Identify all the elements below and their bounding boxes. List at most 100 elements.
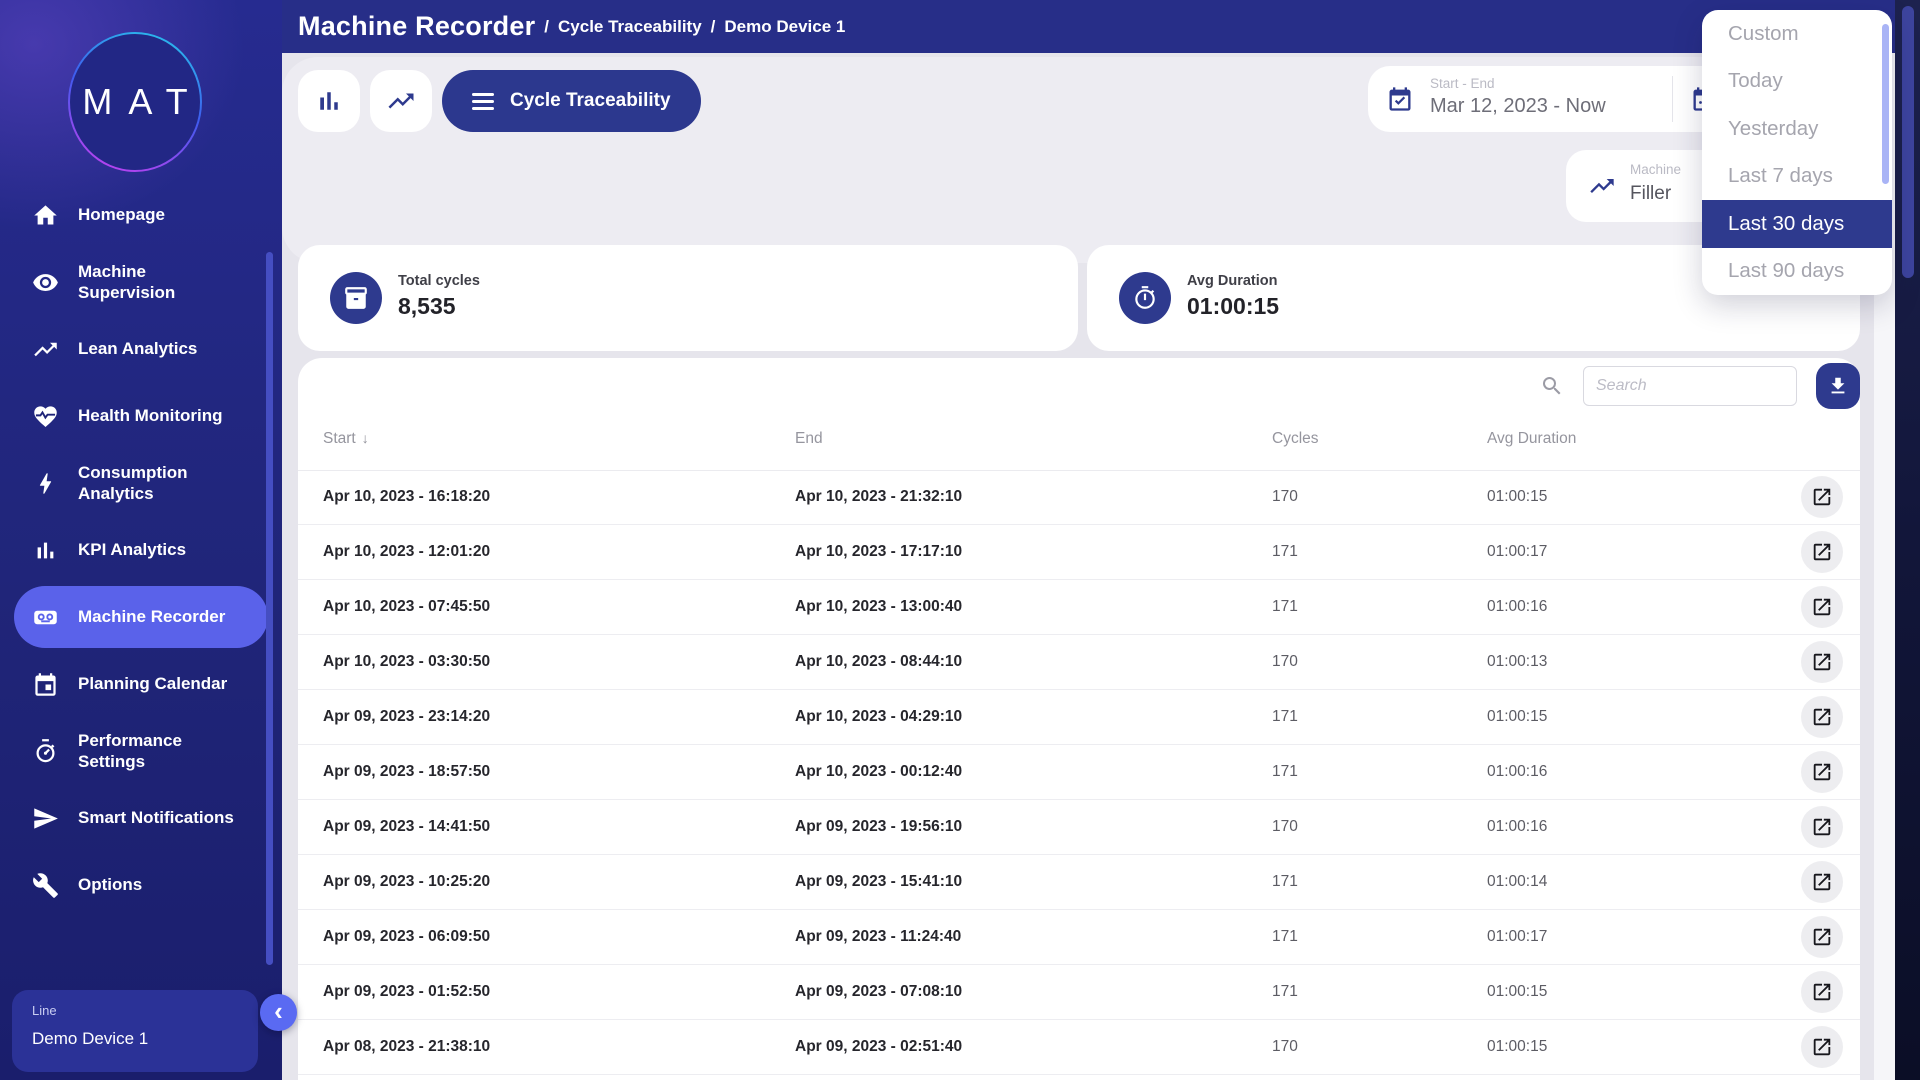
open-in-new-icon: [1813, 873, 1831, 891]
table-row: Apr 09, 2023 - 10:25:20 Apr 09, 2023 - 1…: [298, 855, 1860, 910]
breadcrumb-device[interactable]: Demo Device 1: [724, 16, 846, 36]
breadcrumb-separator: /: [710, 16, 716, 36]
total-cycles-label: Total cycles: [398, 273, 480, 289]
sidebar-item-homepage[interactable]: Homepage: [14, 184, 268, 246]
avg-duration-value: 01:00:15: [1187, 293, 1280, 319]
sidebar-item-consumption-analytics[interactable]: Consumption Analytics: [14, 452, 268, 514]
send-icon: [30, 803, 60, 833]
open-detail-button[interactable]: [1801, 641, 1843, 683]
open-in-new-icon: [1813, 763, 1831, 781]
cell-end: Apr 09, 2023 - 19:56:10: [795, 818, 963, 835]
column-header-avg-duration[interactable]: Avg Duration: [1487, 430, 1577, 447]
open-detail-button[interactable]: [1801, 531, 1843, 573]
eye-icon: [30, 267, 60, 297]
menu-option-last-7-days[interactable]: Last 7 days: [1728, 164, 1833, 188]
table-row: Apr 10, 2023 - 12:01:20 Apr 10, 2023 - 1…: [298, 525, 1860, 580]
line-chart-view-button[interactable]: [370, 70, 432, 132]
sidebar-item-planning-calendar[interactable]: Planning Calendar: [14, 653, 268, 715]
open-detail-button[interactable]: [1801, 1026, 1843, 1068]
device-name: Demo Device 1: [32, 1029, 149, 1048]
page-scrollbar-thumb[interactable]: [1902, 6, 1914, 278]
sidebar-item-health-monitoring[interactable]: Health Monitoring: [14, 385, 268, 447]
cell-start: Apr 09, 2023 - 23:14:20: [323, 708, 491, 725]
column-header-cycles[interactable]: Cycles: [1272, 430, 1319, 447]
table-row: Apr 10, 2023 - 03:30:50 Apr 10, 2023 - 0…: [298, 635, 1860, 690]
table-row: Apr 09, 2023 - 18:57:50 Apr 10, 2023 - 0…: [298, 745, 1860, 800]
open-in-new-icon: [1813, 928, 1831, 946]
sidebar-item-lean-analytics[interactable]: Lean Analytics: [14, 318, 268, 380]
sidebar-item-smart-notifications[interactable]: Smart Notifications: [14, 787, 268, 849]
date-range-label: Start - End: [1430, 76, 1495, 91]
cell-avg-duration: 01:00:13: [1487, 653, 1548, 670]
counter-icon: [330, 272, 382, 324]
app-scrollbar-track[interactable]: [1874, 53, 1895, 1080]
table-row: Apr 08, 2023 - 21:38:10 Apr 09, 2023 - 0…: [298, 1020, 1860, 1075]
menu-option-last-30-days[interactable]: Last 30 days: [1702, 200, 1892, 248]
open-detail-button[interactable]: [1801, 971, 1843, 1013]
line-device-selector[interactable]: Line Demo Device 1: [12, 990, 258, 1072]
sidebar-scrollbar-thumb[interactable]: [266, 252, 273, 965]
column-header-end[interactable]: End: [795, 430, 823, 447]
menu-option-last-90-days[interactable]: Last 90 days: [1728, 259, 1845, 283]
column-header-start[interactable]: Start ↓: [323, 430, 369, 447]
cell-avg-duration: 01:00:14: [1487, 873, 1548, 890]
table-row: Apr 10, 2023 - 07:45:50 Apr 10, 2023 - 1…: [298, 580, 1860, 635]
table-row: Apr 09, 2023 - 23:14:20 Apr 10, 2023 - 0…: [298, 690, 1860, 745]
bar-chart-icon: [320, 92, 338, 110]
open-detail-button[interactable]: [1801, 806, 1843, 848]
date-range-menu: Custom Today Yesterday Last 7 days Last …: [1702, 10, 1892, 295]
menu-icon: [472, 92, 494, 110]
heart-pulse-icon: [30, 401, 60, 431]
open-detail-button[interactable]: [1801, 751, 1843, 793]
open-detail-button[interactable]: [1801, 916, 1843, 958]
header-divider: [298, 470, 1860, 471]
cycles-table-card: Start↓ End Cycles Avg Duration Apr 10, 2…: [298, 358, 1860, 1080]
cell-end: Apr 10, 2023 - 17:17:10: [795, 543, 963, 560]
cycle-traceability-view-button[interactable]: Cycle Traceability: [442, 70, 701, 132]
bar-chart-view-button[interactable]: [298, 70, 360, 132]
date-range-value: Mar 12, 2023 - Now: [1430, 95, 1606, 117]
toolbar-panel: Cycle Traceability Start - End Mar 12, 2…: [282, 57, 1893, 263]
top-header-bar: Machine Recorder / Cycle Traceability / …: [282, 0, 1920, 53]
search-input[interactable]: [1583, 366, 1797, 406]
cell-start: Apr 10, 2023 - 16:18:20: [323, 488, 491, 505]
cell-end: Apr 09, 2023 - 07:08:10: [795, 983, 963, 1000]
sidebar-item-machine-supervision[interactable]: Machine Supervision: [14, 251, 268, 313]
cell-cycles: 170: [1272, 653, 1298, 670]
menu-option-yesterday[interactable]: Yesterday: [1728, 116, 1819, 140]
sidebar-item-options[interactable]: Options: [14, 854, 268, 916]
sidebar-item-kpi-analytics[interactable]: KPI Analytics: [14, 519, 268, 581]
sidebar-nav: Homepage Machine Supervision Lean Analyt…: [0, 179, 282, 921]
sidebar-collapse-button[interactable]: ‹: [260, 994, 297, 1031]
open-in-new-icon: [1813, 543, 1831, 561]
cell-cycles: 171: [1272, 763, 1298, 780]
sort-desc-icon: ↓: [361, 430, 369, 446]
menu-option-custom[interactable]: Custom: [1728, 21, 1799, 45]
sidebar: MAT Homepage Machine Supervision Lean An…: [0, 0, 282, 1080]
bar-chart-icon: [30, 535, 60, 565]
open-in-new-icon: [1813, 1038, 1831, 1056]
cell-cycles: 171: [1272, 873, 1298, 890]
cell-start: Apr 09, 2023 - 14:41:50: [323, 818, 491, 835]
cell-start: Apr 09, 2023 - 01:52:50: [323, 983, 491, 1000]
download-button[interactable]: [1816, 363, 1860, 409]
open-detail-button[interactable]: [1801, 476, 1843, 518]
open-detail-button[interactable]: [1801, 696, 1843, 738]
cell-avg-duration: 01:00:15: [1487, 488, 1548, 505]
cell-end: Apr 10, 2023 - 04:29:10: [795, 708, 963, 725]
cell-cycles: 170: [1272, 1038, 1298, 1055]
home-icon: [30, 200, 60, 230]
mat-logo: MAT: [68, 32, 202, 172]
sidebar-item-performance-settings[interactable]: Performance Settings: [14, 720, 268, 782]
trending-up-icon: [1590, 179, 1614, 193]
sidebar-item-machine-recorder[interactable]: Machine Recorder: [14, 586, 268, 648]
menu-scrollbar-thumb[interactable]: [1882, 24, 1889, 184]
cell-cycles: 171: [1272, 598, 1298, 615]
open-detail-button[interactable]: [1801, 586, 1843, 628]
breadcrumb-section[interactable]: Cycle Traceability: [558, 16, 702, 36]
open-in-new-icon: [1813, 653, 1831, 671]
table-header-row: Start ↓ End Cycles Avg Duration: [298, 430, 1860, 470]
menu-option-today[interactable]: Today: [1728, 69, 1783, 93]
open-detail-button[interactable]: [1801, 861, 1843, 903]
cell-start: Apr 09, 2023 - 06:09:50: [323, 928, 491, 945]
